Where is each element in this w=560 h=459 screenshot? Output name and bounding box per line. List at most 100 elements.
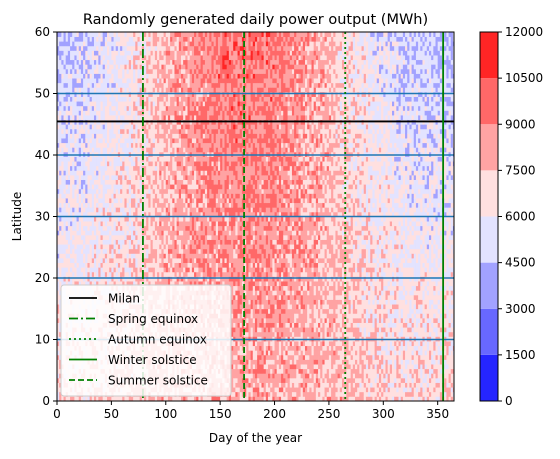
heatmap-cell xyxy=(61,262,64,268)
heatmap-cell xyxy=(57,308,60,314)
heatmap-cell xyxy=(89,216,93,222)
heatmap-cell xyxy=(93,170,97,176)
heatmap-cell xyxy=(102,82,106,88)
heatmap-cell xyxy=(104,396,108,401)
heatmap-cell xyxy=(93,202,97,208)
heatmap-cell xyxy=(89,156,93,162)
heatmap-cell xyxy=(67,59,71,65)
heatmap-cell xyxy=(109,193,112,199)
heatmap-cell xyxy=(74,45,77,51)
heatmap-cell xyxy=(80,32,84,38)
heatmap-cell xyxy=(59,322,62,328)
heatmap-cell xyxy=(98,138,101,144)
heatmap-cell xyxy=(89,82,93,88)
heatmap-cell xyxy=(109,221,112,227)
heatmap-cell xyxy=(96,32,99,38)
heatmap-cell xyxy=(98,78,101,84)
heatmap-cell xyxy=(67,41,71,47)
heatmap-cell xyxy=(104,105,108,111)
heatmap-cell xyxy=(102,73,106,79)
heatmap-cell xyxy=(65,221,69,227)
heatmap-cell xyxy=(91,202,95,208)
heatmap-cell xyxy=(59,341,62,347)
heatmap-cell xyxy=(70,45,73,51)
heatmap-cell xyxy=(65,128,69,134)
heatmap-cell xyxy=(57,45,60,51)
heatmap-cell xyxy=(76,230,80,236)
heatmap-cell xyxy=(102,188,106,194)
heatmap-cell xyxy=(91,96,95,102)
heatmap-cell xyxy=(107,253,110,259)
heatmap-cell xyxy=(89,64,93,70)
heatmap-cell xyxy=(78,59,82,65)
heatmap-cell xyxy=(67,271,71,277)
heatmap-cell xyxy=(63,133,67,139)
heatmap-cell xyxy=(107,45,110,51)
heatmap-cell xyxy=(78,262,82,268)
heatmap-cell xyxy=(87,82,91,88)
heatmap-cell xyxy=(83,96,86,102)
heatmap-cell xyxy=(70,138,73,144)
heatmap-cell xyxy=(107,165,110,171)
heatmap-cell xyxy=(85,202,88,208)
heatmap-cell xyxy=(109,147,112,153)
heatmap-cell xyxy=(78,87,82,93)
heatmap-cell xyxy=(87,87,91,93)
heatmap-cell xyxy=(80,207,84,213)
heatmap-cell xyxy=(96,165,99,171)
heatmap-cell xyxy=(80,216,84,222)
heatmap-cell xyxy=(80,96,84,102)
heatmap-cell xyxy=(89,276,93,282)
heatmap-cell xyxy=(70,82,73,88)
heatmap-cell xyxy=(70,239,73,245)
heatmap-cell xyxy=(109,244,112,250)
heatmap-cell xyxy=(83,174,86,180)
heatmap-cell xyxy=(87,211,91,217)
heatmap-cell xyxy=(65,253,69,259)
heatmap-cell xyxy=(89,202,93,208)
heatmap-cell xyxy=(74,165,77,171)
heatmap-cell xyxy=(67,221,71,227)
heatmap-cell xyxy=(96,193,99,199)
heatmap-cell xyxy=(67,64,71,70)
heatmap-cell xyxy=(89,68,93,74)
heatmap-cell xyxy=(57,91,60,97)
heatmap-cell xyxy=(102,198,106,204)
heatmap-cell xyxy=(107,174,110,180)
heatmap-cell xyxy=(83,170,86,176)
heatmap-cell xyxy=(63,276,67,282)
heatmap-cell xyxy=(70,96,73,102)
heatmap-cell xyxy=(72,156,75,162)
heatmap-cell xyxy=(61,271,64,277)
heatmap-cell xyxy=(57,101,60,107)
heatmap-cell xyxy=(89,101,93,107)
heatmap-cell xyxy=(80,128,84,134)
heatmap-cell xyxy=(91,82,95,88)
heatmap-cell xyxy=(76,68,80,74)
heatmap-cell xyxy=(102,281,106,287)
heatmap-cell xyxy=(98,239,101,245)
heatmap-cell xyxy=(63,253,67,259)
heatmap-cell xyxy=(57,138,60,144)
heatmap-cell xyxy=(80,133,84,139)
heatmap-cell xyxy=(98,142,101,148)
heatmap-cell xyxy=(78,55,82,61)
heatmap-cell xyxy=(87,165,91,171)
heatmap-cell xyxy=(63,239,67,245)
heatmap-cell xyxy=(63,170,67,176)
heatmap-cell xyxy=(83,184,86,190)
heatmap-cell xyxy=(83,91,86,97)
heatmap-cell xyxy=(104,216,108,222)
heatmap-cell xyxy=(63,68,67,74)
heatmap-cell xyxy=(107,271,110,277)
heatmap-cell xyxy=(104,115,108,121)
heatmap-cell xyxy=(107,267,110,273)
heatmap-cell xyxy=(57,179,60,185)
heatmap-cell xyxy=(76,276,80,282)
heatmap-cell xyxy=(61,45,64,51)
heatmap-cell xyxy=(104,64,108,70)
heatmap-cell xyxy=(85,170,88,176)
heatmap-cell xyxy=(83,244,86,250)
heatmap-cell xyxy=(107,184,110,190)
